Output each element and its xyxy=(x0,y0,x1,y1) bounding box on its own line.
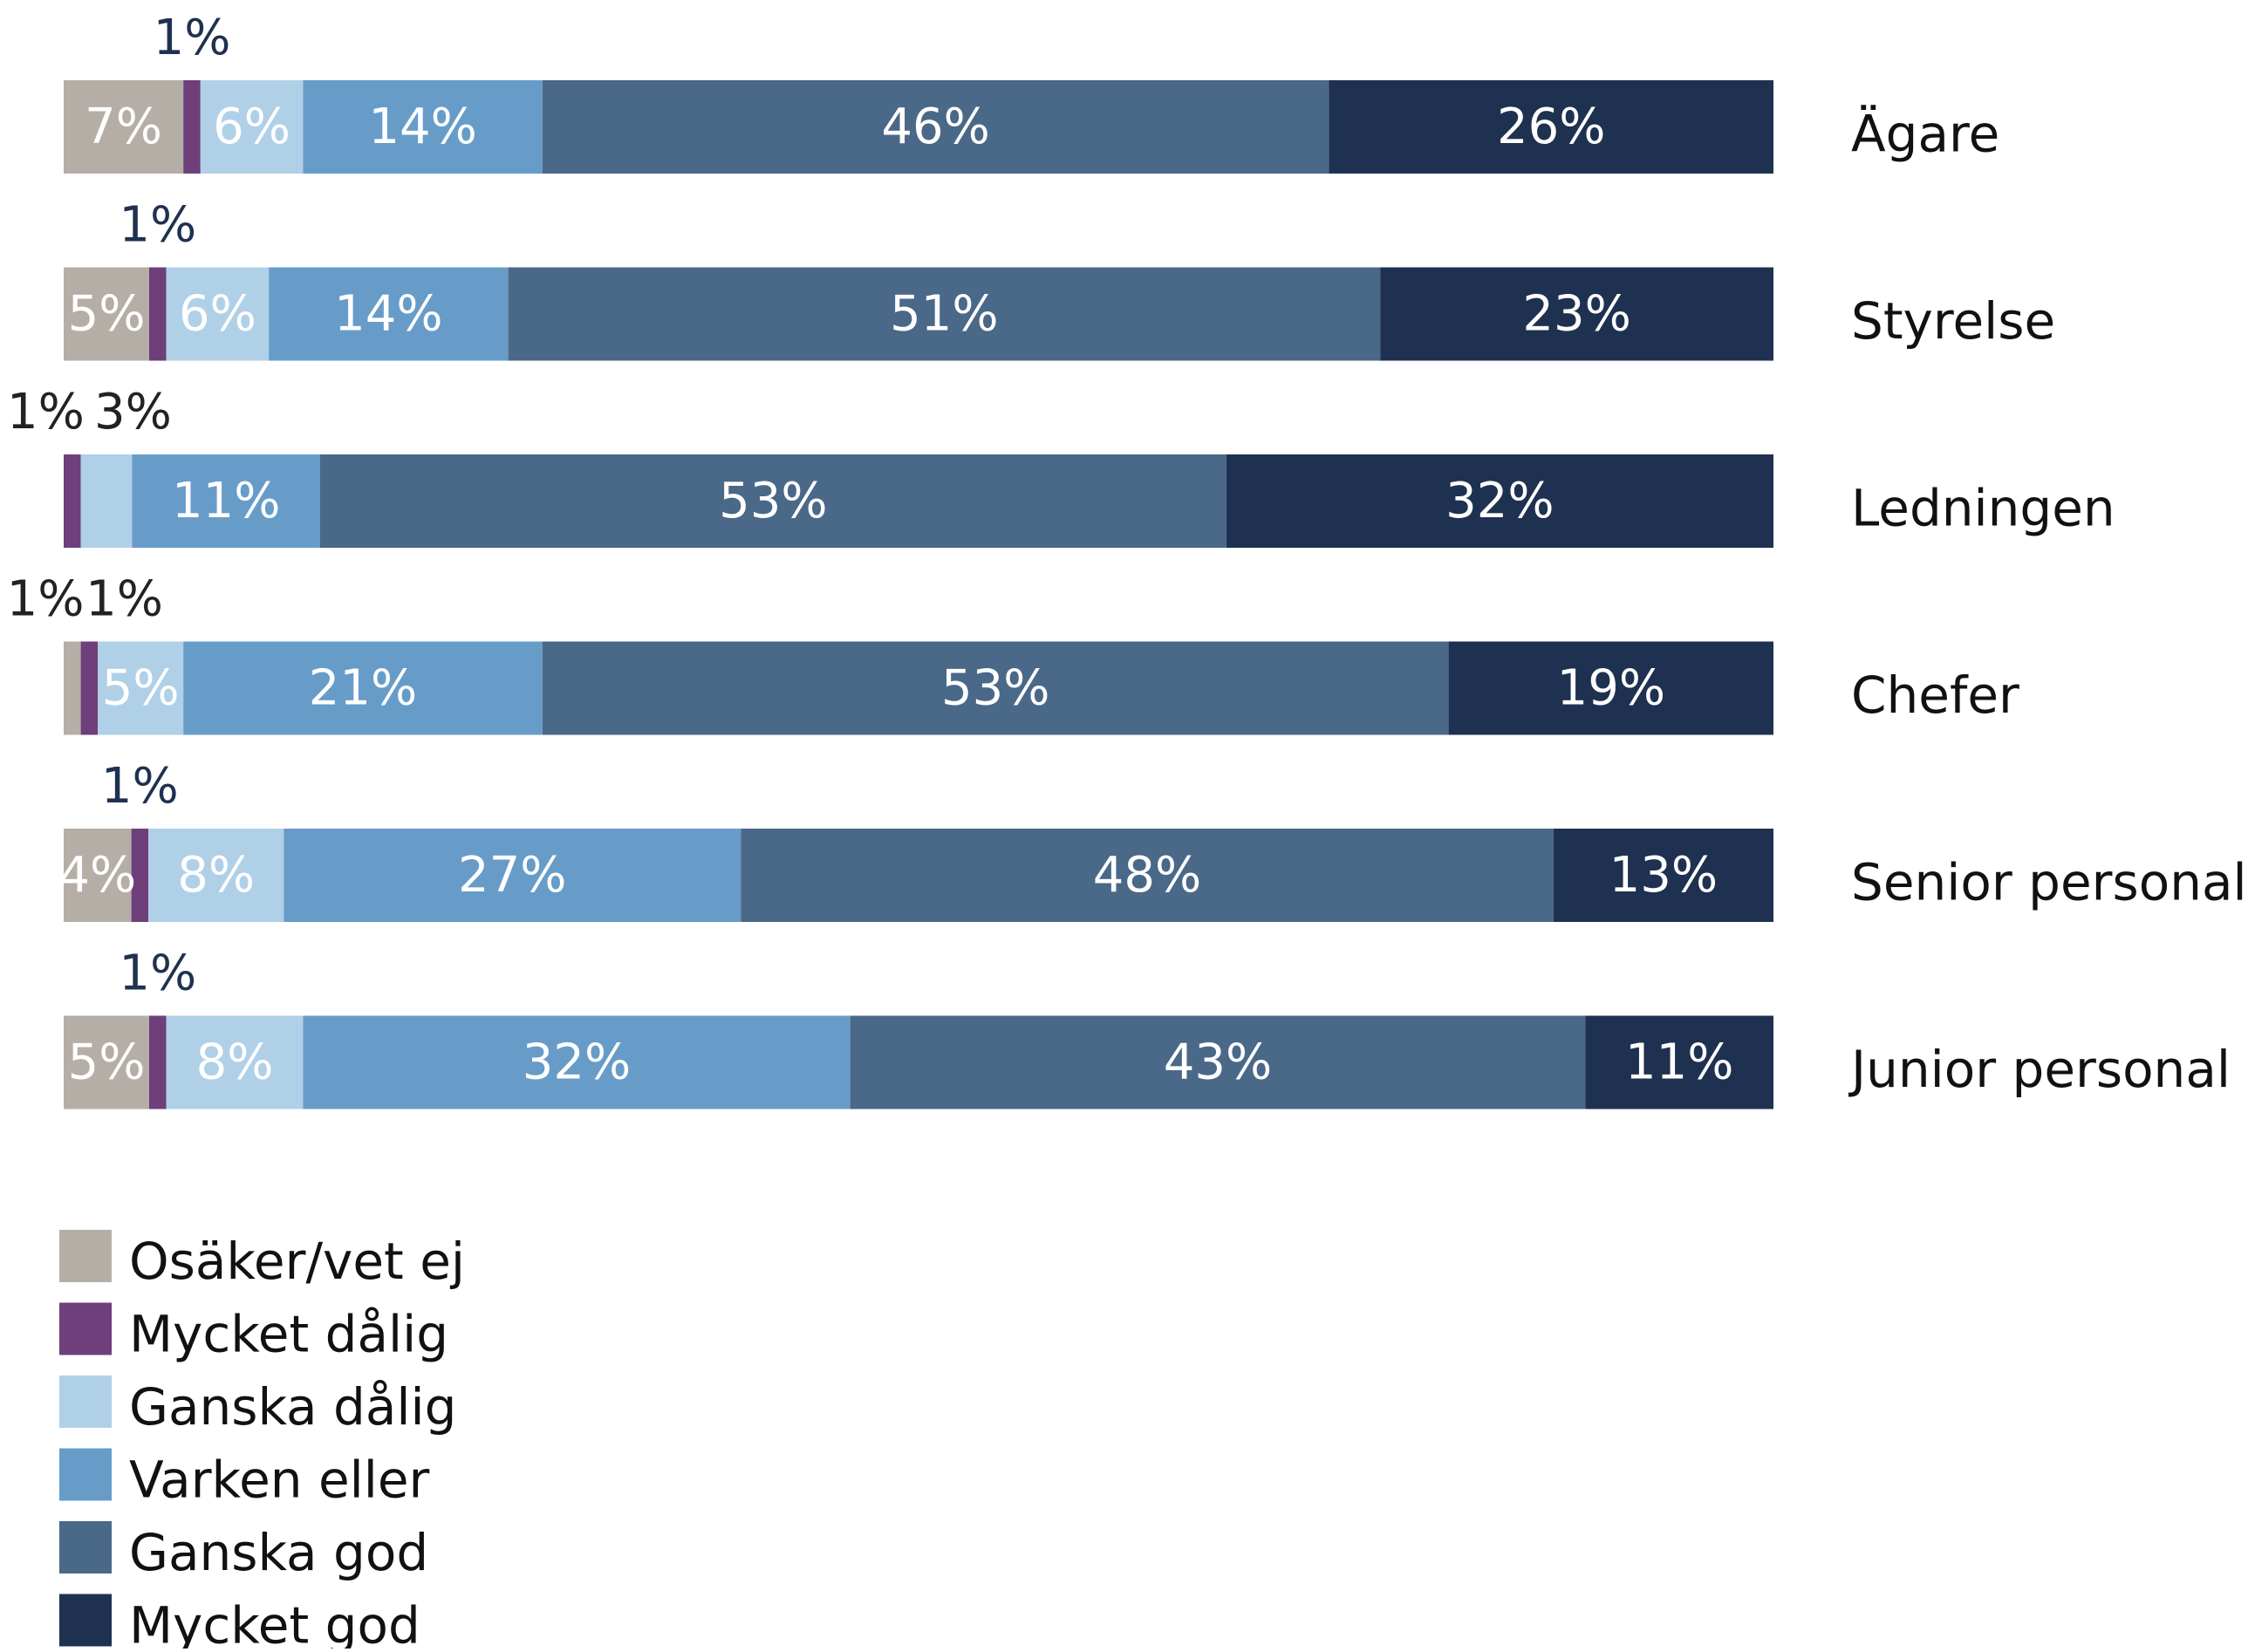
category-label: Chefer xyxy=(1851,666,2019,725)
legend-swatch xyxy=(59,1594,112,1647)
legend-swatch xyxy=(59,1302,112,1355)
bar-segment xyxy=(64,641,81,735)
data-label: 53% xyxy=(719,473,827,529)
data-label-outside: 1% xyxy=(85,571,163,628)
bar-segment xyxy=(64,1015,149,1109)
data-label: 13% xyxy=(1609,847,1718,904)
legend-label: Ganska dålig xyxy=(129,1377,456,1437)
data-label-outside: 1% xyxy=(7,571,85,628)
bar-segment xyxy=(131,829,149,922)
legend-label: Osäker/vet ej xyxy=(129,1232,465,1291)
bar-segment xyxy=(64,454,81,548)
legend-label: Varken eller xyxy=(129,1451,430,1510)
data-label-outside: 1% xyxy=(7,384,85,440)
bar-segment xyxy=(132,454,320,548)
category-labels-layer: Ägare Styrelse Ledningen Chefer Senior perso… xyxy=(1848,105,2247,1100)
bar-segment xyxy=(303,80,543,174)
legend-label: Mycket god xyxy=(129,1596,420,1649)
bar-segment xyxy=(269,267,509,361)
bar-segment xyxy=(64,829,132,922)
data-label: 5% xyxy=(68,286,146,343)
bar-segment xyxy=(64,80,184,174)
data-label: 4% xyxy=(58,847,136,904)
bar-segment xyxy=(200,80,304,174)
value-labels-layer: 7% 6% 14% 46% 26%1%5% 6% 14% 51% 23%1%11% 53% 32%1… xyxy=(7,10,1734,1091)
legend-swatch xyxy=(59,1376,112,1428)
bar-segment xyxy=(1585,1015,1773,1109)
bar-segment xyxy=(183,80,201,174)
data-label: 46% xyxy=(881,99,989,155)
legend-swatch xyxy=(59,1230,112,1282)
legend-label: Mycket dålig xyxy=(129,1305,448,1364)
legend-label: Ganska god xyxy=(129,1523,428,1582)
bar-segment xyxy=(850,1015,1586,1109)
data-label: 6% xyxy=(179,286,256,343)
data-label: 14% xyxy=(334,286,442,343)
data-label: 27% xyxy=(458,847,566,904)
bar-segment xyxy=(1329,80,1773,174)
data-label: 21% xyxy=(309,660,417,717)
data-label: 5% xyxy=(102,660,180,717)
data-label-outside: 1% xyxy=(101,758,179,815)
bar-segment xyxy=(1448,641,1773,735)
bar-segment xyxy=(303,1015,851,1109)
data-label: 14% xyxy=(368,99,476,155)
data-label: 11% xyxy=(172,473,280,529)
legend-swatch xyxy=(59,1448,112,1501)
data-label: 11% xyxy=(1625,1034,1733,1091)
bar-segment xyxy=(80,454,133,548)
bar-segment xyxy=(98,641,184,735)
bars-layer xyxy=(64,80,1773,1109)
data-label: 8% xyxy=(177,847,255,904)
data-label: 5% xyxy=(68,1034,146,1091)
bar-segment xyxy=(149,1015,167,1109)
bar-segment xyxy=(64,267,149,361)
data-label-outside: 1% xyxy=(119,197,196,254)
data-label: 26% xyxy=(1497,99,1605,155)
category-label: Styrelse xyxy=(1851,291,2055,351)
bar-segment xyxy=(542,80,1329,174)
bar-segment xyxy=(320,454,1226,548)
bar-segment xyxy=(80,641,99,735)
data-label-outside: 3% xyxy=(94,384,172,440)
bar-segment xyxy=(183,641,543,735)
bar-segment xyxy=(508,267,1381,361)
category-label: Junior personal xyxy=(1848,1040,2231,1099)
data-label: 53% xyxy=(941,660,1049,717)
bar-segment xyxy=(1553,829,1773,922)
data-label: 23% xyxy=(1522,286,1630,343)
data-label: 43% xyxy=(1164,1034,1272,1091)
bar-segment xyxy=(284,829,741,922)
data-label: 48% xyxy=(1093,847,1201,904)
bar-segment xyxy=(149,267,167,361)
data-label: 51% xyxy=(890,286,998,343)
category-label: Ledningen xyxy=(1851,479,2115,538)
data-label: 19% xyxy=(1557,660,1665,717)
data-label-outside: 1% xyxy=(119,945,196,1002)
data-label: 32% xyxy=(523,1034,631,1091)
data-label: 6% xyxy=(213,99,290,155)
data-label-outside: 1% xyxy=(154,10,231,66)
bar-segment xyxy=(148,829,284,922)
category-label: Ägare xyxy=(1851,105,1999,164)
data-label: 7% xyxy=(85,99,162,155)
legend-swatch xyxy=(59,1521,112,1573)
bar-segment xyxy=(542,641,1449,735)
bar-segment xyxy=(741,829,1554,922)
bar-segment xyxy=(166,267,270,361)
bar-segment xyxy=(166,1015,304,1109)
legend: Osäker/vet ej Mycket dålig Ganska dålig Var… xyxy=(59,1230,465,1652)
bar-segment xyxy=(1380,267,1773,361)
category-label: Senior personal xyxy=(1851,853,2247,912)
bar-segment xyxy=(1226,454,1773,548)
data-label: 8% xyxy=(196,1034,274,1091)
data-label: 32% xyxy=(1445,473,1554,529)
